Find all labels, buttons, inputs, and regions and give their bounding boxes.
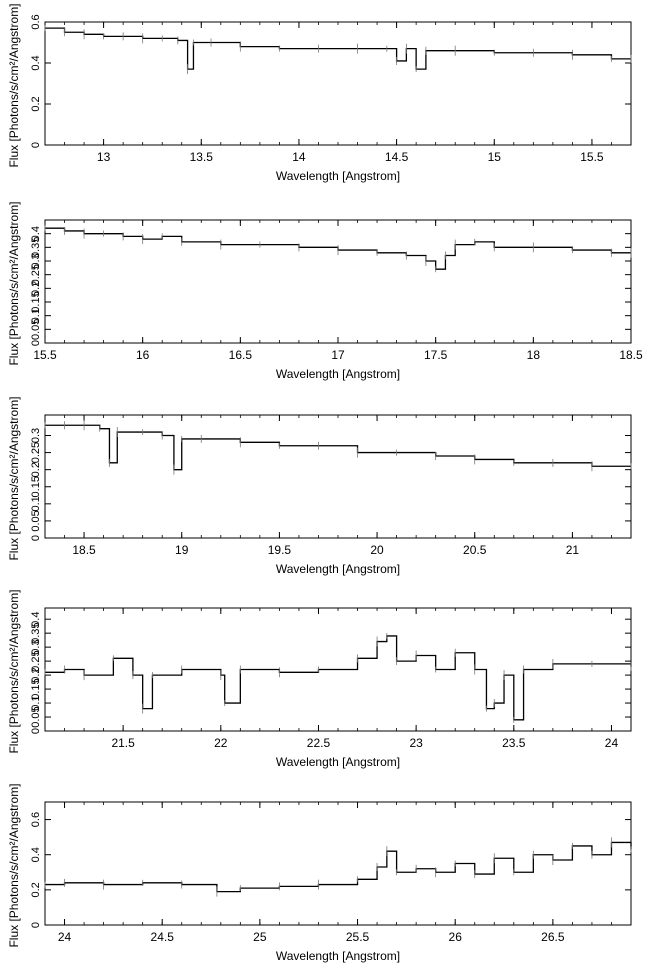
x-tick-label: 25 (253, 930, 267, 944)
y-tick-label: 0.4 (30, 226, 42, 241)
y-tick-label: 0 (30, 142, 42, 148)
chart-panel-2: 15.5 16 16.5 17 17.5 18 18.5 00.050.10.150.20.2… (7, 201, 643, 381)
y-tick-label: 0.15 (30, 678, 42, 699)
x-tick-label: 15.5 (33, 348, 57, 362)
y-tick-label: 0.05 (30, 319, 42, 340)
chart-panel-5: 24 24.5 25 25.5 26 26.5 0 0.2 0.4 0.6 Wavelength [… (7, 783, 632, 963)
y-tick-label: 0.05 (30, 706, 42, 727)
y-tick-label: 0.1 (30, 496, 42, 511)
y-tick-label: 0.2 (30, 667, 42, 682)
y-tick-label: 0.15 (30, 476, 42, 497)
y-tick-label: 0.4 (30, 612, 42, 627)
y-tick-label: 0.6 (30, 14, 42, 29)
y-tick-label: 0.25 (30, 442, 42, 463)
y-tick-label: 0.2 (30, 462, 42, 477)
y-tick-label: 0.6 (30, 812, 42, 827)
x-tick-label: 15.5 (580, 150, 604, 164)
chart-panel-1: 13 13.5 14 14.5 15 15.5 0 0.2 0.4 0.6 Wavelength [… (7, 3, 632, 183)
y-tick-label: 0 (30, 728, 42, 734)
x-axis-label: Wavelength [Angstrom] (276, 755, 400, 769)
x-tick-label: 16 (136, 348, 150, 362)
y-tick-label: 0.15 (30, 291, 42, 312)
y-tick-label: 0.35 (30, 237, 42, 258)
y-tick-label: 0.4 (30, 55, 42, 70)
x-tick-label: 24 (58, 930, 72, 944)
x-tick-label: 22.5 (307, 736, 331, 750)
x-tick-label: 26 (449, 930, 463, 944)
x-tick-label: 23.5 (502, 736, 526, 750)
x-axis-label: Wavelength [Angstrom] (276, 562, 400, 576)
chart-panel-3: 18.5 19 19.5 20 20.5 21 0 0.050.10.150.20.250.3… (7, 396, 632, 576)
y-tick-label: 0.3 (30, 639, 42, 654)
y-tick-label: 0.1 (30, 695, 42, 710)
y-tick-label: 0.3 (30, 253, 42, 268)
x-tick-label: 23 (409, 736, 423, 750)
x-tick-label: 24 (605, 736, 619, 750)
x-tick-label: 25.5 (346, 930, 370, 944)
x-tick-label: 19 (175, 543, 189, 557)
x-tick-label: 16.5 (229, 348, 253, 362)
y-axis-label: Flux [Photons/s/cm²/Angstrom] (7, 3, 21, 167)
y-axis-label: Flux [Photons/s/cm²/Angstrom] (7, 396, 21, 560)
x-tick-label: 13 (97, 150, 111, 164)
x-tick-label: 18.5 (619, 348, 643, 362)
y-axis-label: Flux [Photons/s/cm²/Angstrom] (7, 783, 21, 947)
y-tick-label: 0.35 (30, 622, 42, 643)
x-tick-label: 26.5 (541, 930, 565, 944)
y-tick-label: 0.2 (30, 96, 42, 111)
x-tick-label: 18.5 (72, 543, 96, 557)
x-tick-label: 20.5 (463, 543, 487, 557)
x-tick-label: 14 (292, 150, 306, 164)
x-tick-label: 21 (566, 543, 580, 557)
x-axis-label: Wavelength [Angstrom] (276, 949, 400, 963)
y-tick-label: 0.2 (30, 281, 42, 296)
x-axis-label: Wavelength [Angstrom] (276, 169, 400, 183)
y-tick-label: 0.3 (30, 428, 42, 443)
x-tick-label: 22 (214, 736, 228, 750)
y-tick-label: 0 (30, 922, 42, 928)
y-tick-label: 0 (30, 535, 42, 541)
chart-panel-4: 21.5 22 22.5 23 23.5 2400.050.10.150.20.250.3… (7, 589, 632, 769)
x-tick-label: 13.5 (190, 150, 214, 164)
y-tick-label: 0.25 (30, 264, 42, 285)
y-tick-label: 0 (30, 340, 42, 346)
x-tick-label: 14.5 (385, 150, 409, 164)
x-tick-label: 18 (527, 348, 541, 362)
y-tick-label: 0.1 (30, 308, 42, 323)
y-tick-label: 0.2 (30, 882, 42, 897)
x-tick-label: 15 (488, 150, 502, 164)
x-tick-label: 21.5 (111, 736, 135, 750)
x-tick-label: 17.5 (424, 348, 448, 362)
x-tick-label: 17 (331, 348, 345, 362)
x-tick-label: 19.5 (268, 543, 292, 557)
x-tick-label: 20 (370, 543, 384, 557)
y-tick-label: 0.25 (30, 650, 42, 671)
x-axis-label: Wavelength [Angstrom] (276, 367, 400, 381)
y-axis-label: Flux [Photons/s/cm²/Angstrom] (7, 201, 21, 365)
y-tick-label: 0.4 (30, 847, 42, 862)
y-tick-label: 0.05 (30, 510, 42, 531)
y-axis-label: Flux [Photons/s/cm²/Angstrom] (7, 589, 21, 753)
x-tick-label: 24.5 (151, 930, 175, 944)
